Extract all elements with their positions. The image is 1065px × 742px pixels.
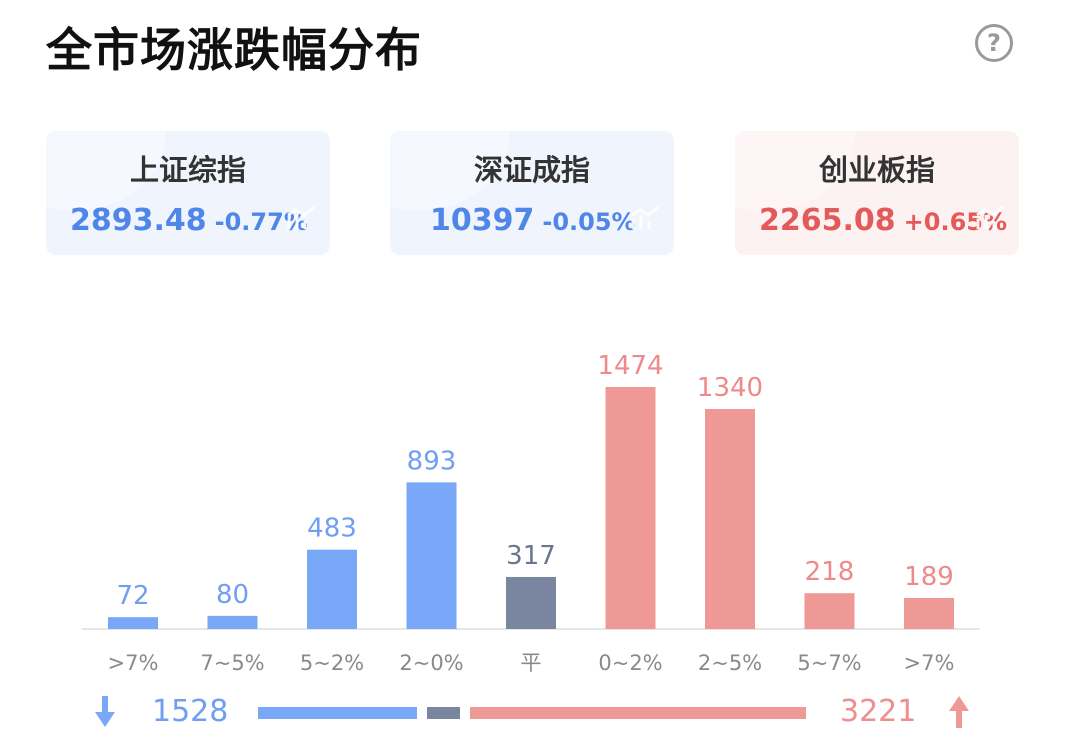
bar[interactable] [207, 615, 258, 629]
summary-bar: 1528 3221 [0, 690, 1065, 735]
index-name: 上证综指 [129, 153, 246, 187]
distribution-chart: 72 >7% 80 7~5% 483 5~2% 893 2~0% 317 平 1474 0~2% 134… [82, 351, 980, 675]
index-quote: 10397 -0.05% [430, 203, 636, 238]
trend-chart-icon [631, 205, 659, 229]
down-ratio-bar [258, 707, 418, 719]
trend-chart-icon [287, 205, 315, 229]
trend-chart-icon [976, 205, 1004, 229]
index-value: 2265.08 [759, 203, 896, 238]
help-icon[interactable]: ? [975, 24, 1013, 62]
flat-ratio-bar [427, 707, 461, 719]
up-ratio-bar [470, 707, 806, 719]
x-tick-label: 5~7% [797, 651, 861, 675]
x-tick-label: 7~5% [200, 651, 264, 675]
index-name: 深证成指 [473, 153, 590, 187]
bar-value-label: 189 [904, 562, 954, 592]
x-tick-label: >7% [108, 651, 159, 675]
index-card-shenzhen[interactable]: 深证成指 10397 -0.05% [390, 131, 674, 255]
bar-value-label: 1340 [697, 373, 763, 403]
index-quote: 2265.08 +0.65% [759, 203, 1007, 238]
bar-value-label: 317 [506, 541, 556, 571]
bar-value-label: 893 [407, 446, 457, 476]
bar-value-label: 80 [216, 580, 249, 610]
index-change: -0.05% [542, 208, 636, 236]
bar[interactable] [605, 387, 656, 629]
x-tick-label: >7% [904, 651, 955, 675]
up-arrow-icon [949, 696, 969, 728]
bar[interactable] [506, 576, 556, 629]
index-value: 10397 [430, 203, 535, 238]
bar-value-label: 72 [116, 581, 149, 611]
x-tick-label: 2~0% [399, 651, 463, 675]
bar[interactable] [904, 597, 954, 629]
up-count: 3221 [840, 694, 917, 729]
x-tick-label: 0~2% [598, 651, 662, 675]
page-title: 全市场涨跌幅分布 [46, 23, 422, 77]
down-count: 1528 [152, 694, 229, 729]
x-tick-label: 平 [521, 651, 542, 675]
bar-value-label: 218 [805, 557, 855, 587]
bar[interactable] [705, 409, 755, 629]
bar-value-label: 483 [307, 514, 357, 544]
x-tick-label: 2~5% [698, 651, 762, 675]
bar[interactable] [406, 482, 457, 629]
index-value: 2893.48 [70, 203, 207, 238]
index-card-chinext[interactable]: 创业板指 2265.08 +0.65% [735, 131, 1019, 255]
index-quote: 2893.48 -0.77% [70, 203, 308, 238]
x-tick-label: 5~2% [300, 651, 364, 675]
bar-value-label: 1474 [597, 351, 663, 381]
bar[interactable] [804, 593, 855, 629]
index-name: 创业板指 [818, 153, 935, 187]
bar[interactable] [108, 617, 158, 629]
bar[interactable] [307, 549, 357, 629]
down-arrow-icon [95, 696, 115, 727]
index-card-shanghai[interactable]: 上证综指 2893.48 -0.77% [46, 131, 330, 255]
